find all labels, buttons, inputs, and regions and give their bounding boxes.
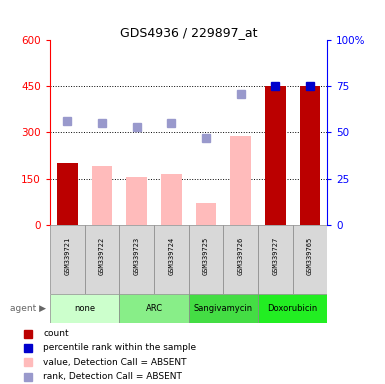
Text: value, Detection Call = ABSENT: value, Detection Call = ABSENT — [43, 358, 186, 367]
FancyBboxPatch shape — [154, 225, 189, 294]
FancyBboxPatch shape — [50, 294, 119, 323]
FancyBboxPatch shape — [223, 225, 258, 294]
FancyBboxPatch shape — [189, 225, 223, 294]
Text: ARC: ARC — [146, 304, 162, 313]
Bar — [126, 177, 147, 225]
FancyBboxPatch shape — [119, 225, 154, 294]
Text: none: none — [74, 304, 95, 313]
Bar — [57, 163, 78, 225]
Text: percentile rank within the sample: percentile rank within the sample — [43, 344, 196, 353]
Text: GSM339725: GSM339725 — [203, 237, 209, 275]
Text: GSM339723: GSM339723 — [134, 237, 140, 275]
Text: GSM339727: GSM339727 — [272, 237, 278, 275]
FancyBboxPatch shape — [85, 225, 119, 294]
Bar — [230, 136, 251, 225]
FancyBboxPatch shape — [119, 294, 189, 323]
Text: agent ▶: agent ▶ — [10, 304, 46, 313]
Bar — [161, 174, 182, 225]
FancyBboxPatch shape — [50, 225, 85, 294]
FancyBboxPatch shape — [293, 225, 327, 294]
Bar — [196, 203, 216, 225]
Text: GSM339765: GSM339765 — [307, 237, 313, 275]
Text: GSM339721: GSM339721 — [64, 237, 70, 275]
Text: GSM339722: GSM339722 — [99, 237, 105, 275]
FancyBboxPatch shape — [258, 225, 293, 294]
Bar — [92, 166, 112, 225]
Bar — [265, 86, 286, 225]
FancyBboxPatch shape — [258, 294, 327, 323]
Text: rank, Detection Call = ABSENT: rank, Detection Call = ABSENT — [43, 372, 182, 381]
Bar — [300, 86, 320, 225]
FancyBboxPatch shape — [189, 294, 258, 323]
Text: Sangivamycin: Sangivamycin — [194, 304, 253, 313]
Text: GSM339726: GSM339726 — [238, 237, 244, 275]
Title: GDS4936 / 229897_at: GDS4936 / 229897_at — [120, 26, 258, 39]
Text: GSM339724: GSM339724 — [168, 237, 174, 275]
Text: count: count — [43, 329, 69, 338]
Text: Doxorubicin: Doxorubicin — [268, 304, 318, 313]
